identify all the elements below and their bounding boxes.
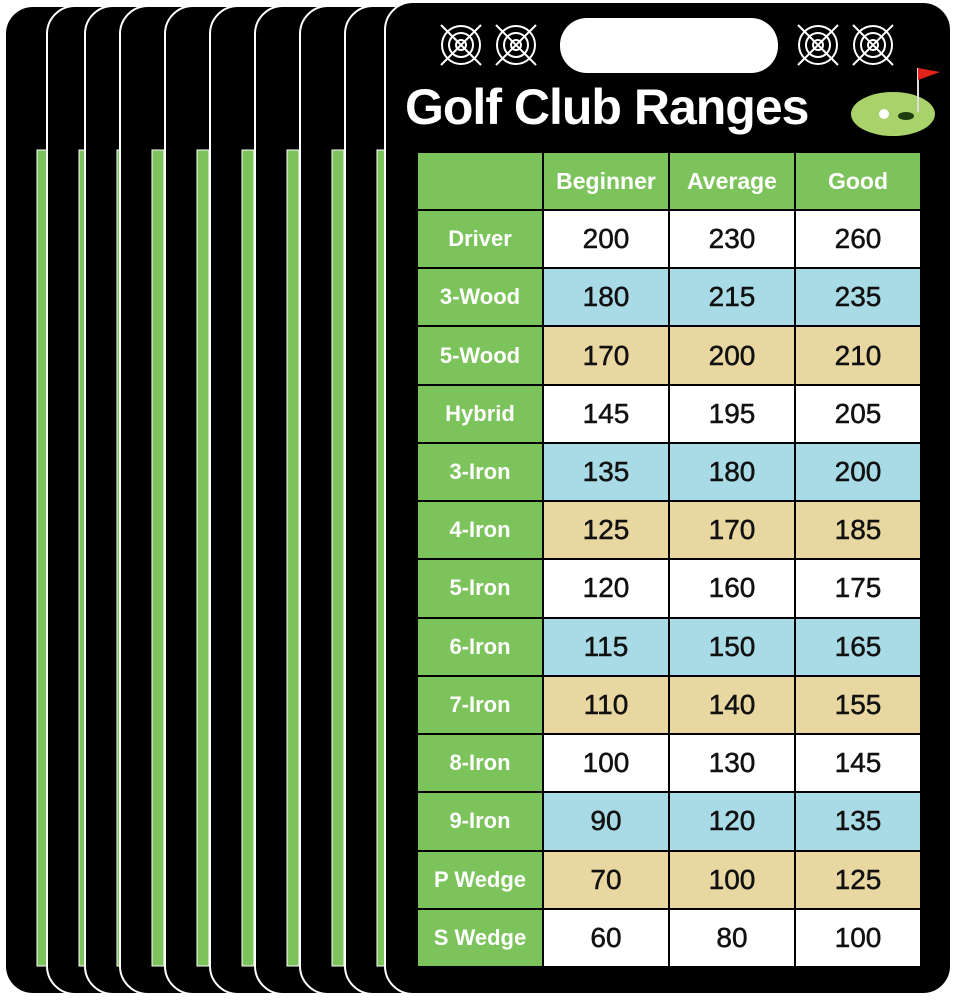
distance: 180 (670, 443, 794, 501)
distance: 185 (796, 502, 920, 559)
distance: 200 (670, 327, 794, 384)
distance: 200 (544, 211, 668, 268)
distance: 180 (544, 269, 668, 326)
distance: 155 (796, 676, 920, 734)
distance: 140 (670, 676, 794, 734)
club-name: 6-Iron (418, 618, 542, 675)
distance: 125 (544, 502, 668, 559)
range-table: Beginner Average Good Driver 200 230 260 3-Wood… (416, 151, 922, 968)
club-name: 8-Iron (418, 735, 542, 792)
club-name: Hybrid (418, 385, 542, 442)
distance: 125 (796, 851, 920, 908)
club-name: 5-Wood (418, 327, 542, 384)
target-icons (440, 24, 894, 66)
distance: 80 (670, 909, 794, 966)
distance: 170 (670, 502, 794, 559)
club-name: 5-Iron (418, 560, 542, 617)
distance: 70 (544, 851, 668, 908)
distance: 160 (670, 560, 794, 617)
distance: 210 (796, 327, 920, 384)
distance: 150 (670, 618, 794, 675)
club-name: Driver (418, 211, 542, 268)
header-corner (418, 153, 542, 209)
distance: 260 (796, 211, 920, 268)
distance: 120 (670, 793, 794, 850)
distance: 215 (670, 269, 794, 326)
golf-icon (851, 68, 940, 136)
club-name: S Wedge (418, 909, 542, 966)
distance: 170 (544, 327, 668, 384)
distance: 205 (796, 385, 920, 442)
distance: 60 (544, 909, 668, 966)
card-hole (560, 18, 778, 73)
club-name: P Wedge (418, 851, 542, 908)
distance: 130 (670, 735, 794, 792)
distance: 120 (544, 560, 668, 617)
column-header: Beginner (544, 153, 668, 209)
distance: 200 (796, 443, 920, 501)
distance: 100 (544, 735, 668, 792)
club-name: 7-Iron (418, 676, 542, 734)
club-name: 3-Wood (418, 269, 542, 326)
title: Golf Club Ranges (405, 79, 809, 135)
distance: 165 (796, 618, 920, 675)
distance: 115 (544, 618, 668, 675)
column-header: Good (796, 153, 920, 209)
distance: 90 (544, 793, 668, 850)
club-name: 9-Iron (418, 793, 542, 850)
distance: 235 (796, 269, 920, 326)
distance: 135 (544, 443, 668, 501)
distance: 100 (670, 851, 794, 908)
distance: 175 (796, 560, 920, 617)
distance: 195 (670, 385, 794, 442)
distance: 145 (544, 385, 668, 442)
distance: 135 (796, 793, 920, 850)
distance: 230 (670, 211, 794, 268)
distance: 100 (796, 909, 920, 966)
distance: 145 (796, 735, 920, 792)
club-name: 4-Iron (418, 502, 542, 559)
column-header: Average (670, 153, 794, 209)
distance: 110 (544, 676, 668, 734)
club-name: 3-Iron (418, 443, 542, 501)
